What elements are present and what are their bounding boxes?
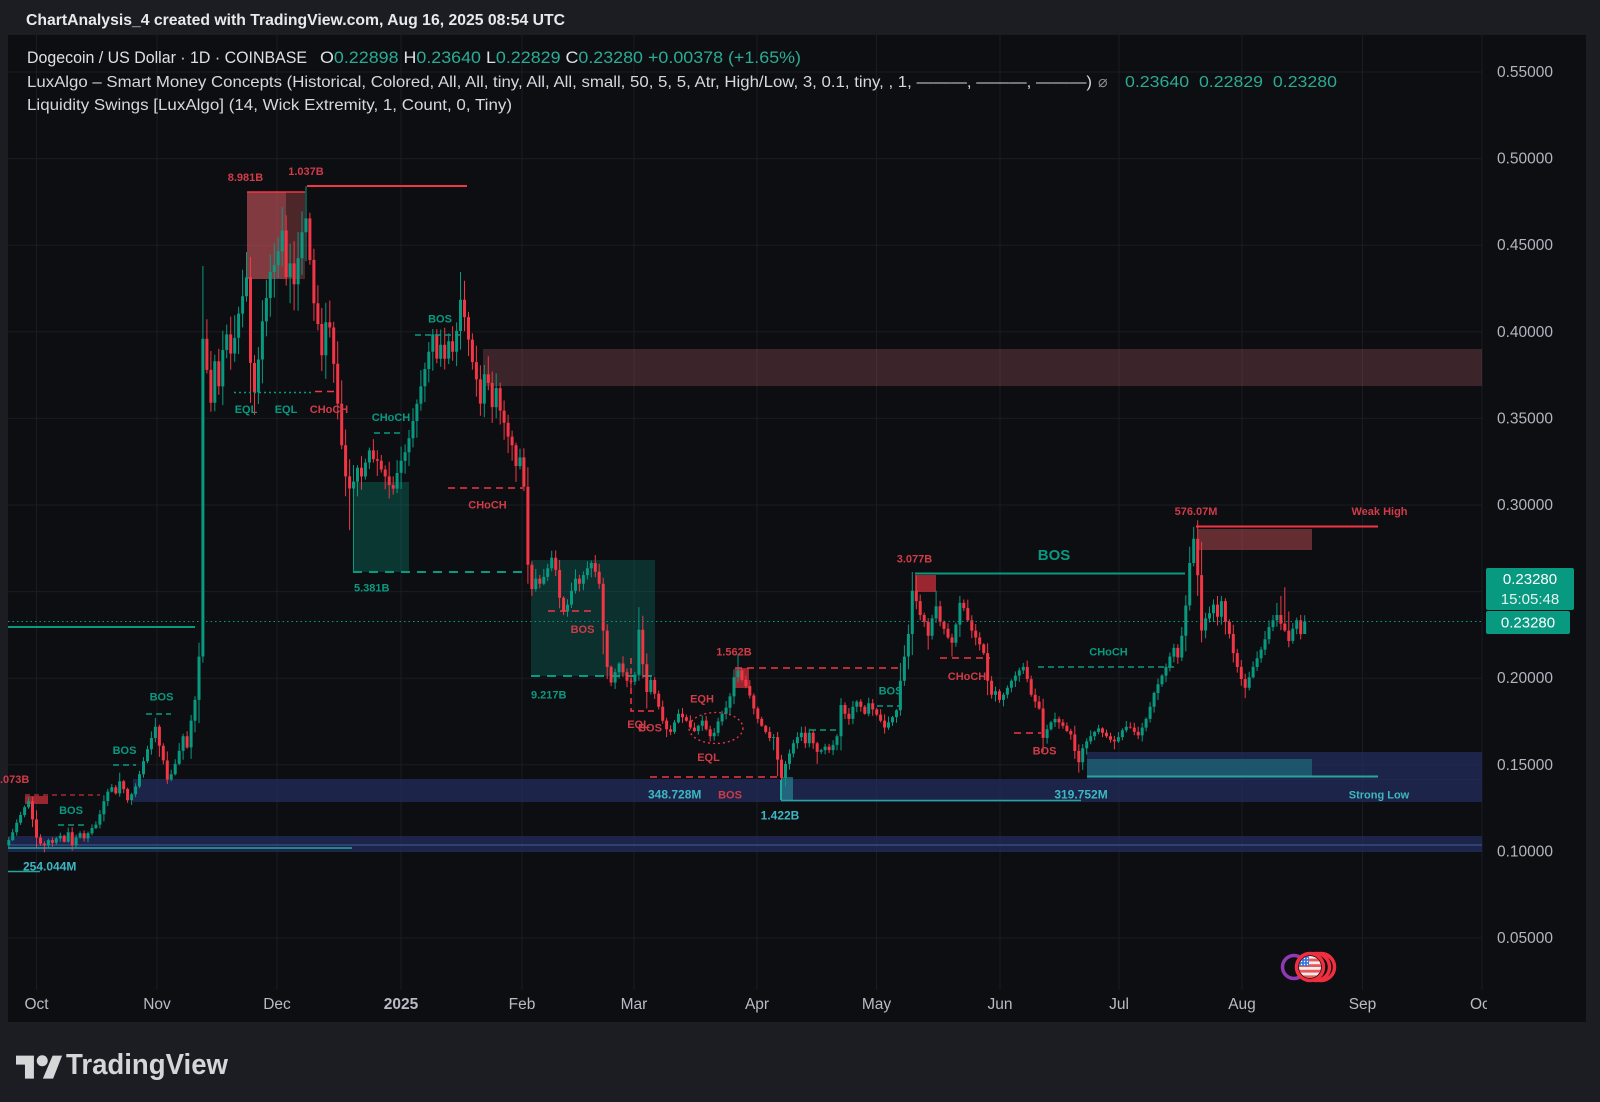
svg-text:BOS: BOS — [59, 805, 83, 817]
svg-text:0.30000: 0.30000 — [1497, 497, 1553, 514]
svg-text:EQL: EQL — [235, 404, 258, 416]
svg-text:Nov: Nov — [143, 996, 171, 1013]
svg-text:0.20000: 0.20000 — [1497, 670, 1553, 687]
svg-text:1.562B: 1.562B — [716, 647, 752, 659]
svg-text:BOS: BOS — [428, 314, 452, 326]
svg-text:ChartAnalysis_4 created with T: ChartAnalysis_4 created with TradingView… — [26, 12, 565, 29]
svg-text:8.981B: 8.981B — [228, 172, 264, 184]
svg-text:CHoCH: CHoCH — [1089, 647, 1128, 659]
svg-text:0.50000: 0.50000 — [1497, 151, 1553, 168]
svg-text:348.728M: 348.728M — [648, 788, 701, 802]
svg-text:TradingView: TradingView — [66, 1049, 229, 1081]
svg-text:0.15000: 0.15000 — [1497, 757, 1553, 774]
svg-text:3.077B: 3.077B — [897, 554, 933, 566]
svg-text:0.10000: 0.10000 — [1497, 843, 1553, 860]
svg-text:1.422B: 1.422B — [761, 809, 800, 823]
svg-text:0.23280: 0.23280 — [1501, 615, 1555, 632]
svg-text:EQH: EQH — [690, 694, 714, 706]
svg-text:Dec: Dec — [263, 996, 291, 1013]
svg-text:EQL: EQL — [627, 719, 650, 731]
svg-text:Mar: Mar — [621, 996, 648, 1013]
svg-text:BOS: BOS — [571, 624, 595, 636]
svg-text:9.217B: 9.217B — [531, 690, 567, 702]
svg-text:Liquidity Swings [LuxAlgo] (14: Liquidity Swings [LuxAlgo] (14, Wick Ext… — [27, 97, 512, 114]
svg-text:⌀: ⌀ — [1098, 74, 1108, 91]
svg-text:O0.22898 H0.23640 L0.22829 C0.: O0.22898 H0.23640 L0.22829 C0.23280 +0.0… — [320, 49, 801, 67]
svg-text:EQL: EQL — [697, 752, 720, 764]
svg-text:EQL: EQL — [275, 404, 298, 416]
svg-text:576.07M: 576.07M — [1175, 506, 1218, 518]
svg-text:Feb: Feb — [509, 996, 536, 1013]
svg-text:CHoCH: CHoCH — [310, 404, 349, 416]
svg-text:0.05000: 0.05000 — [1497, 930, 1553, 947]
svg-text:1.037B: 1.037B — [288, 166, 324, 178]
svg-text:Oct: Oct — [24, 996, 49, 1013]
svg-text:May: May — [862, 996, 892, 1013]
svg-text:BOS: BOS — [638, 723, 662, 735]
svg-text:5.381B: 5.381B — [354, 583, 390, 595]
svg-text:Weak High: Weak High — [1351, 506, 1407, 518]
svg-text:0.23640 0.22829 0.23280: 0.23640 0.22829 0.23280 — [1125, 74, 1337, 91]
svg-text:0.45000: 0.45000 — [1497, 237, 1553, 254]
svg-text:Sep: Sep — [1349, 996, 1377, 1013]
svg-text:254.044M: 254.044M — [23, 860, 76, 874]
svg-text:BOS: BOS — [1038, 547, 1071, 564]
svg-text:0.35000: 0.35000 — [1497, 410, 1553, 427]
svg-text:0.40000: 0.40000 — [1497, 324, 1553, 341]
svg-text:CHoCH: CHoCH — [948, 671, 987, 683]
svg-text:0.23280: 0.23280 — [1503, 571, 1557, 588]
svg-text:CHoCH: CHoCH — [468, 500, 507, 512]
svg-text:15:05:48: 15:05:48 — [1501, 591, 1559, 608]
svg-text:BOS: BOS — [1033, 746, 1057, 758]
svg-text:Strong Low: Strong Low — [1349, 790, 1410, 802]
svg-text:BOS: BOS — [150, 692, 174, 704]
svg-text:Jun: Jun — [988, 996, 1013, 1013]
svg-text:Jul: Jul — [1109, 996, 1129, 1013]
svg-text:BOS: BOS — [718, 790, 742, 802]
svg-text:BOS: BOS — [113, 745, 137, 757]
svg-text:LuxAlgo – Smart Money Concepts: LuxAlgo – Smart Money Concepts (Historic… — [27, 74, 1092, 91]
svg-text:2025: 2025 — [384, 996, 419, 1013]
svg-text:Apr: Apr — [745, 996, 769, 1013]
svg-text:319.752M: 319.752M — [1054, 788, 1107, 802]
svg-text:BOS: BOS — [879, 686, 903, 698]
svg-text:.073B: .073B — [0, 774, 29, 786]
svg-text:CHoCH: CHoCH — [372, 412, 411, 424]
svg-text:Aug: Aug — [1228, 996, 1256, 1013]
svg-text:Oct: Oct — [1470, 996, 1495, 1013]
svg-text:0.55000: 0.55000 — [1497, 64, 1553, 81]
svg-text:Dogecoin / US Dollar · 1D · CO: Dogecoin / US Dollar · 1D · COINBASE — [27, 49, 307, 67]
